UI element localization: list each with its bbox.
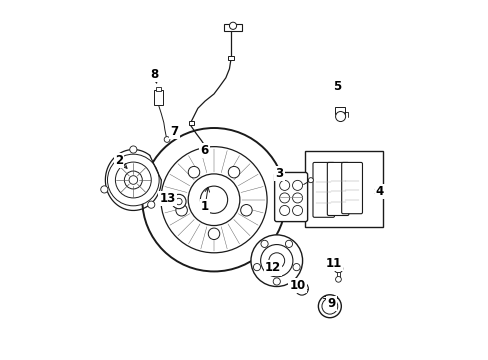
Circle shape: [240, 204, 252, 216]
Circle shape: [188, 166, 199, 178]
Text: 1: 1: [201, 201, 209, 213]
Text: 11: 11: [325, 257, 341, 270]
Circle shape: [335, 276, 341, 282]
Bar: [224, 24, 242, 31]
Circle shape: [161, 147, 266, 253]
Text: 5: 5: [332, 80, 341, 93]
Circle shape: [333, 264, 342, 273]
Circle shape: [318, 295, 341, 318]
Text: 7: 7: [170, 125, 178, 138]
Circle shape: [268, 253, 284, 269]
Circle shape: [273, 278, 280, 285]
Text: 12: 12: [264, 261, 281, 274]
Circle shape: [292, 180, 302, 190]
Circle shape: [115, 162, 151, 198]
Text: 6: 6: [200, 144, 208, 157]
Circle shape: [261, 240, 267, 247]
Circle shape: [279, 180, 289, 190]
Circle shape: [253, 264, 260, 271]
Circle shape: [250, 235, 302, 287]
Circle shape: [229, 22, 236, 30]
Circle shape: [292, 264, 300, 271]
Circle shape: [260, 244, 292, 277]
Circle shape: [176, 204, 187, 216]
Text: 9: 9: [326, 297, 335, 310]
Bar: [154, 90, 163, 105]
Circle shape: [175, 198, 182, 205]
Circle shape: [171, 194, 185, 209]
Circle shape: [292, 193, 302, 203]
Circle shape: [124, 171, 142, 189]
Circle shape: [321, 298, 337, 314]
FancyBboxPatch shape: [312, 162, 334, 217]
Bar: [305, 151, 382, 226]
Bar: [155, 87, 161, 91]
FancyBboxPatch shape: [326, 162, 348, 216]
Circle shape: [308, 178, 313, 183]
Text: 4: 4: [375, 185, 384, 198]
Circle shape: [107, 154, 159, 206]
Circle shape: [129, 146, 137, 153]
Circle shape: [298, 285, 305, 292]
Text: 13: 13: [159, 192, 175, 205]
Circle shape: [203, 145, 208, 150]
Circle shape: [279, 206, 289, 216]
Circle shape: [295, 282, 308, 295]
Circle shape: [164, 136, 169, 142]
Circle shape: [101, 186, 108, 193]
Text: 10: 10: [289, 279, 305, 292]
Text: 8: 8: [150, 68, 158, 81]
FancyBboxPatch shape: [274, 172, 307, 222]
Circle shape: [188, 174, 239, 226]
Circle shape: [129, 176, 137, 184]
Bar: [227, 55, 233, 60]
Text: 2: 2: [115, 154, 123, 167]
Circle shape: [200, 186, 227, 213]
FancyBboxPatch shape: [341, 162, 362, 214]
Bar: [336, 272, 340, 278]
Bar: [335, 107, 345, 114]
Circle shape: [335, 112, 345, 122]
Text: 3: 3: [275, 167, 283, 180]
Circle shape: [285, 240, 292, 247]
Circle shape: [279, 193, 289, 203]
Circle shape: [142, 128, 285, 271]
Circle shape: [208, 228, 219, 239]
Bar: [188, 121, 194, 126]
Circle shape: [228, 166, 239, 178]
Circle shape: [147, 201, 155, 208]
Circle shape: [292, 206, 302, 216]
